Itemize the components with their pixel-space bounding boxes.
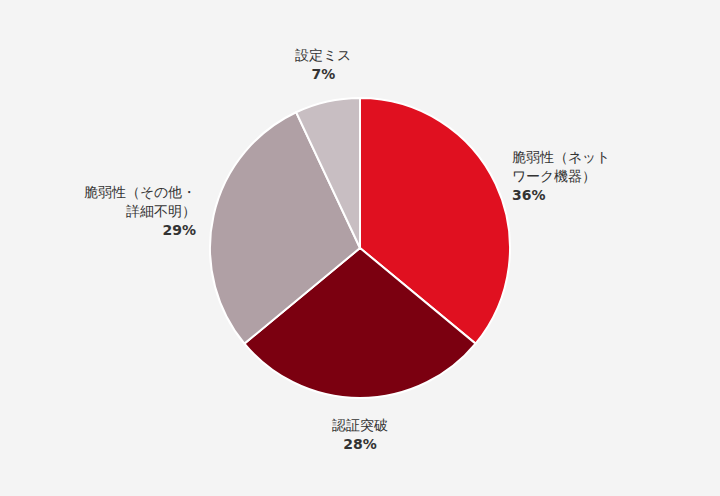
data-label: 36% (512, 187, 546, 203)
slices (210, 98, 510, 398)
pie-slice (296, 98, 360, 248)
data-label: 28% (343, 436, 377, 452)
chart: 脆弱性（ネットワーク機器） 36% 認証突破 28% 脆弱性（その他・詳細不明） 29% 設… (0, 0, 720, 496)
labels: 脆弱性（ネットワーク機器） 36% 認証突破 28% 脆弱性（その他・詳細不明） 29% 設… (84, 47, 610, 452)
slice-label: 脆弱性（その他・詳細不明） 29% (84, 184, 196, 238)
category-label: 脆弱性（ネットワーク機器） (512, 149, 610, 184)
slice-label: 設定ミス 7% (295, 47, 351, 82)
data-label: 7% (311, 66, 335, 82)
category-label: 設定ミス (295, 47, 351, 63)
slice-label: 脆弱性（ネットワーク機器） 36% (512, 149, 610, 203)
chart-container: 脆弱性（ネットワーク機器） 36% 認証突破 28% 脆弱性（その他・詳細不明） 29% 設… (0, 0, 720, 496)
category-label: 脆弱性（その他・詳細不明） (84, 184, 196, 219)
category-label: 認証突破 (332, 417, 388, 433)
slice-label: 認証突破 28% (332, 417, 388, 452)
data-label: 29% (163, 222, 197, 238)
